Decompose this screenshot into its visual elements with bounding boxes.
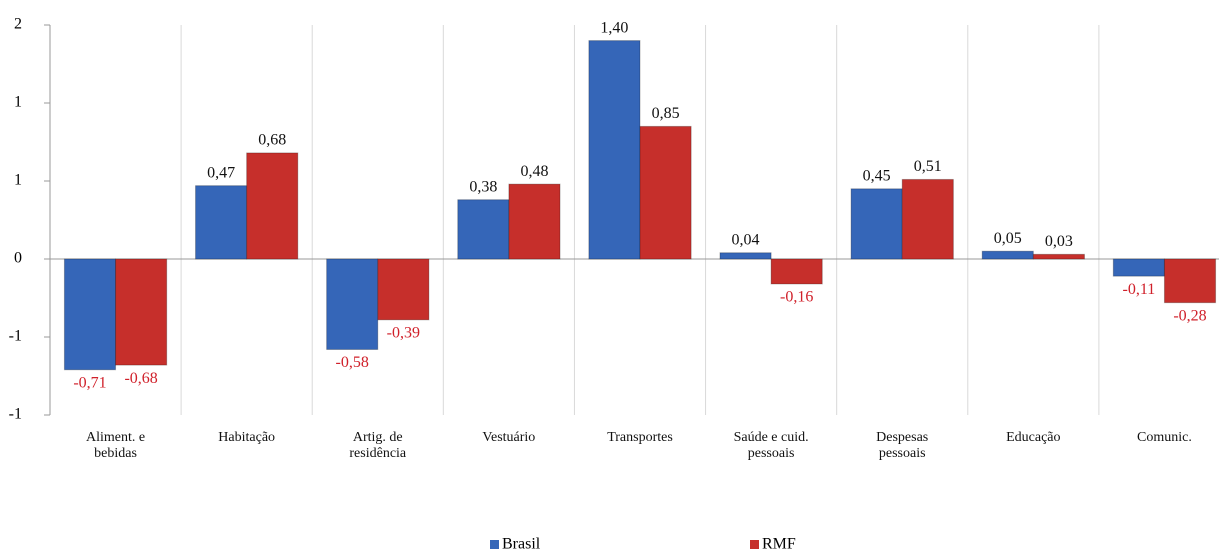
- x-tick-label: Saúde e cuid. pessoais: [733, 430, 809, 461]
- bar: [901, 178, 954, 260]
- bar: [457, 199, 510, 260]
- value-label: 0,45: [863, 167, 891, 184]
- value-label: -0,58: [336, 354, 369, 371]
- y-tick-label: 1: [14, 172, 22, 189]
- bar: [770, 258, 823, 285]
- x-tick-label: Artig. de residência: [349, 430, 407, 461]
- bar: [1112, 258, 1165, 277]
- legend-swatch: [490, 540, 499, 549]
- value-label: -0,71: [73, 374, 106, 391]
- y-tick-label: -1: [9, 328, 22, 345]
- bar: [719, 252, 772, 260]
- y-tick-label: -1: [9, 406, 22, 423]
- value-label: -0,39: [387, 325, 420, 342]
- bar: [326, 258, 379, 350]
- bar: [63, 258, 117, 371]
- value-label: 0,05: [994, 230, 1022, 247]
- bar: [195, 185, 248, 260]
- legend-label: RMF: [762, 536, 796, 553]
- x-tick-label: Vestuário: [482, 430, 536, 445]
- value-label: -0,11: [1123, 281, 1156, 298]
- bar: [1032, 253, 1085, 260]
- y-tick-label: 0: [14, 250, 22, 267]
- value-label: 0,03: [1045, 233, 1073, 250]
- bar: [981, 250, 1034, 260]
- bar: [115, 258, 168, 366]
- value-label: -0,16: [780, 289, 813, 306]
- bar: [246, 152, 299, 260]
- bar: [588, 40, 641, 260]
- value-label: -0,68: [124, 370, 157, 387]
- value-label: 0,51: [914, 158, 942, 175]
- value-label: 0,47: [207, 164, 235, 181]
- y-tick-label: 2: [14, 16, 22, 33]
- bar: [850, 188, 903, 260]
- value-label: -0,28: [1173, 307, 1206, 324]
- x-tick-label: Transportes: [607, 430, 673, 445]
- x-tick-label: Aliment. e bebidas: [85, 430, 146, 461]
- value-label: 0,04: [732, 231, 760, 248]
- value-label: 1,40: [600, 19, 628, 36]
- bar: [639, 125, 692, 260]
- bar: [1163, 258, 1217, 304]
- bar: [508, 183, 561, 260]
- x-tick-label: Habitação: [218, 430, 276, 445]
- x-tick-label: Despesas pessoais: [876, 430, 929, 461]
- x-tick-label: Educação: [1006, 430, 1061, 445]
- value-label: 0,85: [652, 105, 680, 122]
- value-label: 0,48: [520, 163, 548, 180]
- legend-label: Brasil: [502, 536, 541, 553]
- bar: [377, 258, 430, 321]
- x-tick-label: Comunic.: [1137, 430, 1192, 445]
- legend-swatch: [750, 540, 759, 549]
- y-tick-label: 1: [14, 94, 22, 111]
- value-label: 0,38: [469, 178, 497, 195]
- value-label: 0,68: [258, 132, 286, 149]
